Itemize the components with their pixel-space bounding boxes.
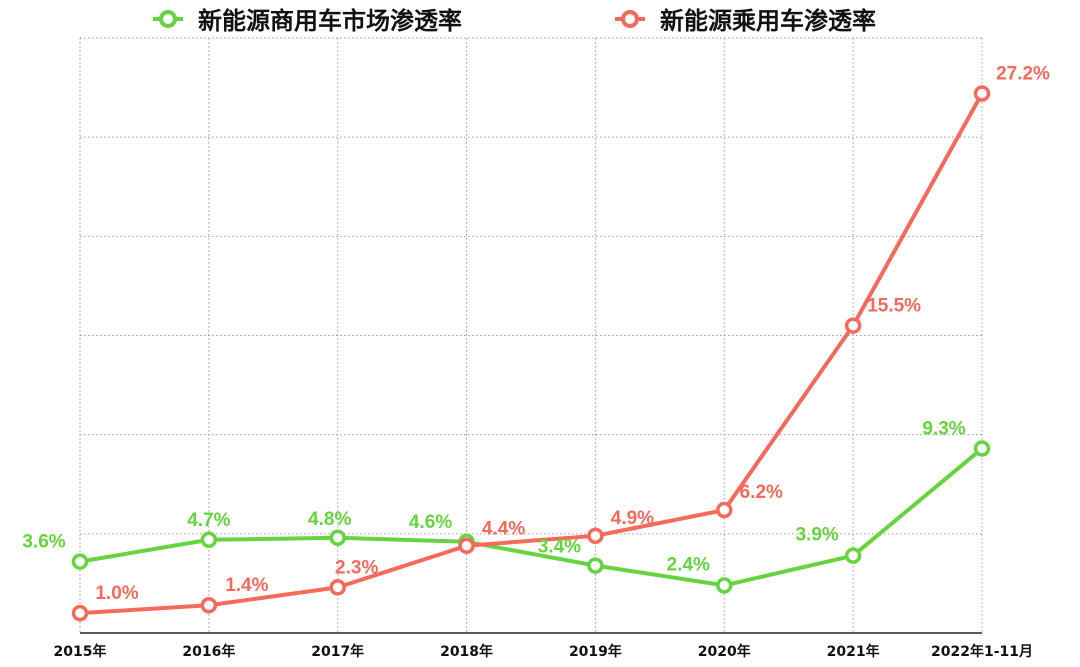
data-point (844, 547, 862, 564)
legend-label-commercial: 新能源商用车市场渗透率 (198, 7, 462, 35)
data-label: 1.0% (95, 583, 138, 604)
data-point (329, 529, 346, 547)
data-point (329, 579, 346, 596)
data-point (716, 501, 733, 519)
x-tick-label: 2020年 (698, 643, 751, 660)
grid-lines (79, 37, 983, 634)
data-label: 27.2% (996, 64, 1050, 85)
legend-item-passenger: 新能源乘用车渗透率 (615, 7, 876, 35)
data-label: 6.2% (740, 482, 783, 503)
legend-marker-passenger (621, 10, 639, 28)
data-labels-commercial: 3.6% 4.7% 4.8% 4.6% 3.4% 2.4% 3.9% 9.3% (22, 419, 965, 576)
data-label: 3.9% (795, 525, 838, 546)
data-label: 4.7% (187, 510, 230, 531)
data-label: 2.3% (335, 557, 378, 578)
x-tick-label: 2017年 (311, 643, 364, 660)
legend-label-passenger: 新能源乘用车渗透率 (660, 7, 876, 35)
data-label: 4.4% (482, 519, 525, 540)
data-label: 4.8% (308, 509, 351, 530)
data-labels-passenger: 1.0% 1.4% 2.3% 4.4% 4.9% 6.2% 15.5% 27.2% (95, 64, 1050, 605)
data-point (716, 577, 733, 594)
series-line (78, 91, 984, 616)
data-label: 4.9% (611, 508, 654, 529)
x-tick-label: 2021年 (827, 643, 880, 660)
data-point (71, 553, 89, 570)
data-point (973, 85, 991, 102)
series-layer: 3.6% 4.7% 4.8% 4.6% 3.4% 2.4% 3.9% 9.3% 1.0% 1.4%… (22, 64, 1050, 622)
data-point (587, 527, 604, 545)
data-point (200, 531, 218, 549)
data-point (587, 557, 604, 574)
data-point (458, 537, 475, 554)
data-label: 1.4% (225, 575, 268, 596)
data-label: 3.6% (22, 532, 65, 553)
data-label: 15.5% (867, 296, 921, 317)
data-point (844, 317, 862, 334)
x-tick-label: 2015年 (54, 643, 107, 660)
x-tick-label: 2022年1-11月 (931, 643, 1033, 660)
series-passenger (71, 85, 991, 622)
legend: 新能源商用车市场渗透率 新能源乘用车渗透率 (153, 7, 876, 35)
data-point (71, 604, 89, 622)
data-label: 4.6% (409, 512, 452, 533)
data-label: 3.4% (538, 537, 581, 558)
x-tick-labels: 2015年 2016年 2017年 2018年 2019年 2020年 2021年 2022年… (54, 643, 1033, 660)
data-point (973, 440, 991, 457)
data-label: 9.3% (922, 419, 965, 440)
data-point (200, 596, 218, 614)
x-tick-label: 2016年 (182, 643, 235, 660)
x-tick-label: 2019年 (569, 643, 622, 660)
series-line (78, 446, 984, 588)
legend-marker-commercial (159, 10, 177, 28)
data-label: 2.4% (667, 554, 710, 575)
x-tick-label: 2018年 (440, 643, 493, 660)
legend-item-commercial: 新能源商用车市场渗透率 (153, 7, 462, 35)
